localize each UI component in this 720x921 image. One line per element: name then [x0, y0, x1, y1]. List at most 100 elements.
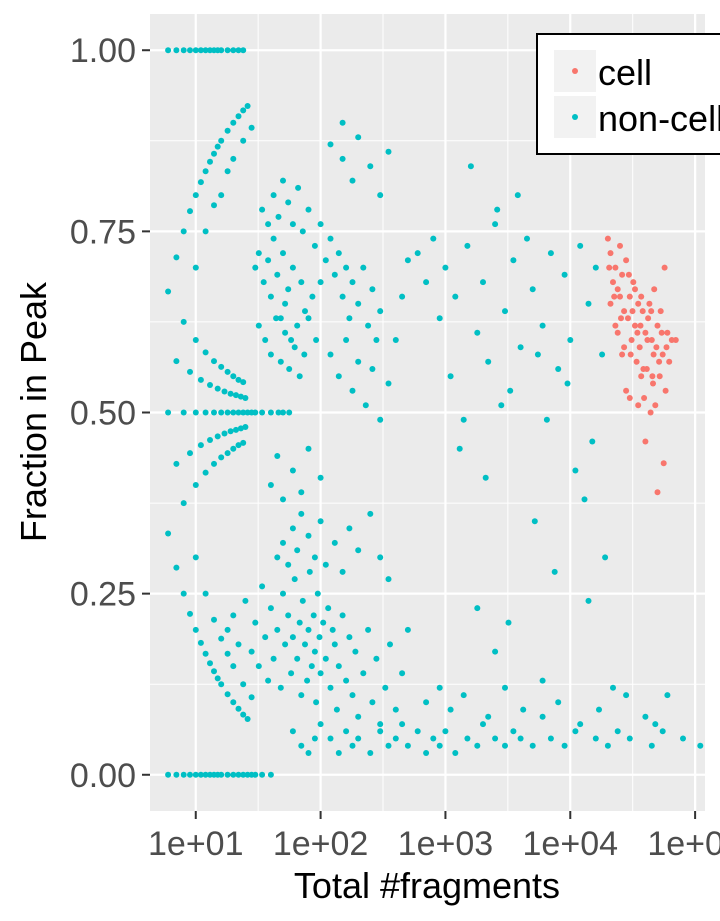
non-cell-point	[192, 264, 199, 271]
non-cell-point	[510, 257, 517, 264]
non-cell-point	[192, 771, 199, 778]
non-cell-point	[187, 47, 193, 54]
non-cell-point	[285, 286, 292, 293]
non-cell-point	[165, 288, 172, 295]
cell-point	[635, 402, 642, 409]
non-cell-point	[270, 655, 277, 662]
non-cell-point	[335, 750, 342, 756]
non-cell-point	[230, 119, 237, 126]
non-cell-point	[211, 409, 217, 416]
non-cell-point	[197, 639, 204, 646]
non-cell-point	[355, 547, 362, 554]
non-cell-point	[331, 271, 338, 278]
cell-point	[611, 293, 618, 300]
non-cell-point	[317, 721, 324, 728]
x-axis-title: Total #fragments	[294, 865, 560, 906]
legend-key-cell-point	[572, 68, 578, 74]
non-cell-point	[610, 684, 616, 691]
non-cell-point	[230, 771, 237, 778]
non-cell-point	[305, 206, 312, 213]
non-cell-point	[355, 300, 362, 307]
cell-point	[650, 351, 657, 358]
non-cell-point	[392, 735, 399, 742]
cell-point	[662, 387, 669, 394]
non-cell-point	[589, 438, 596, 445]
non-cell-point	[233, 392, 239, 399]
non-cell-point	[221, 430, 228, 437]
non-cell-point	[592, 735, 599, 742]
non-cell-point	[524, 235, 530, 242]
non-cell-point	[614, 728, 621, 735]
non-cell-point	[224, 368, 231, 375]
non-cell-point	[289, 728, 296, 735]
non-cell-point	[373, 337, 380, 343]
cell-point	[617, 242, 623, 249]
non-cell-point	[480, 279, 486, 286]
non-cell-point	[240, 107, 247, 114]
non-cell-point	[280, 539, 286, 546]
non-cell-point	[180, 409, 187, 416]
non-cell-point	[207, 437, 213, 443]
cell-point	[623, 257, 630, 264]
non-cell-point	[339, 155, 346, 162]
cell-point	[619, 271, 626, 278]
cell-point	[636, 344, 643, 351]
non-cell-point	[436, 684, 443, 691]
non-cell-point	[365, 626, 372, 633]
non-cell-point	[302, 308, 308, 315]
non-cell-point	[180, 47, 187, 54]
non-cell-point	[240, 681, 247, 688]
non-cell-point	[349, 279, 356, 286]
non-cell-point	[173, 254, 180, 261]
non-cell-point	[352, 648, 359, 655]
non-cell-point	[187, 368, 193, 375]
non-cell-point	[436, 742, 443, 749]
legend-key-non-cell-point	[572, 114, 578, 120]
non-cell-point	[339, 612, 346, 619]
non-cell-point	[240, 47, 247, 54]
non-cell-point	[436, 315, 443, 322]
non-cell-point	[648, 742, 655, 749]
non-cell-point	[581, 496, 588, 503]
non-cell-point	[230, 155, 237, 162]
non-cell-point	[355, 134, 362, 141]
non-cell-point	[430, 735, 437, 742]
y-tick-label: 0.00	[70, 757, 136, 795]
non-cell-point	[577, 721, 584, 728]
cell-point	[607, 300, 614, 307]
non-cell-point	[311, 554, 318, 561]
cell-point	[625, 315, 631, 322]
non-cell-point	[274, 271, 281, 278]
x-tick-label: 1e+04	[523, 825, 619, 863]
non-cell-point	[460, 692, 467, 699]
cell-point	[647, 409, 654, 416]
non-cell-point	[267, 409, 274, 416]
series-non-cell	[165, 47, 704, 778]
non-cell-point	[202, 590, 209, 597]
non-cell-point	[252, 619, 259, 626]
non-cell-point	[507, 387, 514, 394]
non-cell-point	[331, 539, 338, 546]
cell-point	[612, 322, 619, 329]
non-cell-point	[240, 711, 247, 718]
non-cell-point	[305, 445, 312, 452]
non-cell-point	[306, 568, 313, 575]
non-cell-point	[252, 771, 259, 778]
non-cell-point	[285, 612, 292, 619]
non-cell-point	[355, 358, 362, 365]
y-tick-label: 0.25	[70, 576, 136, 614]
non-cell-point	[346, 634, 353, 641]
cell-point	[604, 235, 611, 242]
non-cell-point	[346, 525, 353, 532]
non-cell-point	[510, 728, 517, 735]
non-cell-point	[267, 351, 274, 358]
non-cell-point	[230, 699, 237, 706]
non-cell-point	[555, 366, 562, 372]
non-cell-point	[282, 641, 289, 648]
non-cell-point	[244, 103, 251, 109]
non-cell-point	[539, 322, 546, 329]
cell-point	[618, 315, 624, 322]
non-cell-point	[273, 315, 280, 322]
non-cell-point	[355, 713, 362, 720]
